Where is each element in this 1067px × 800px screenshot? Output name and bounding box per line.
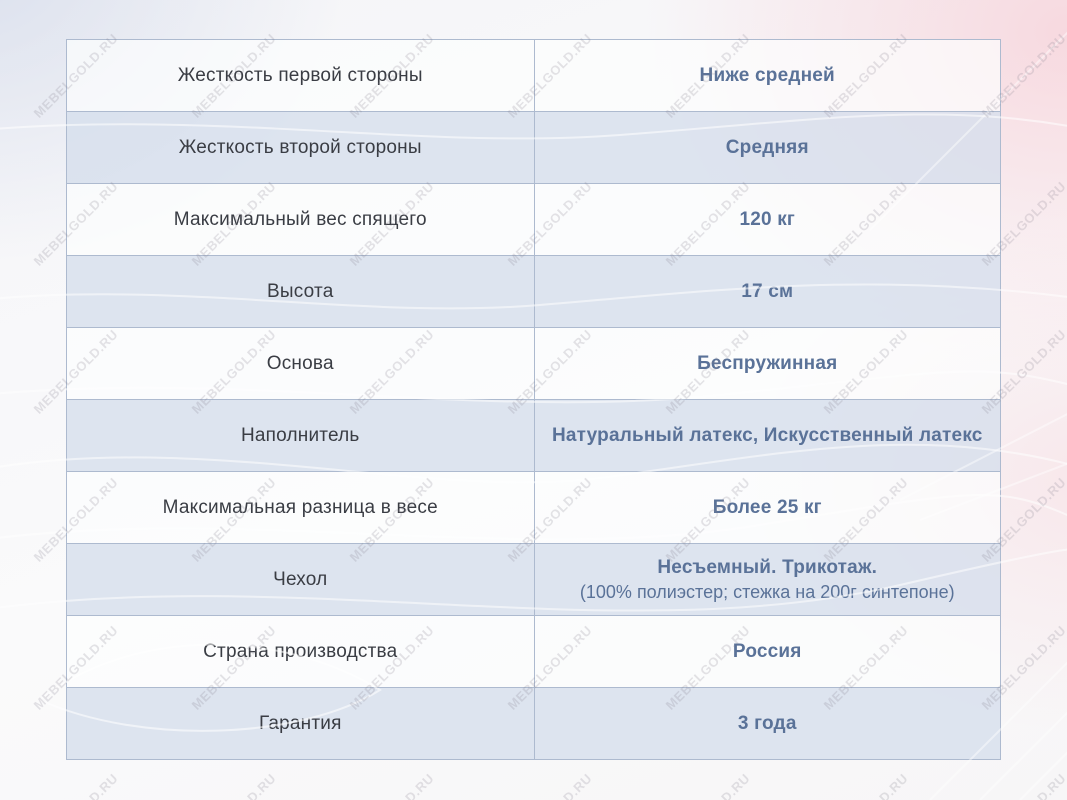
watermark-text: MEBELGOLD.RU	[505, 771, 595, 800]
watermark-text: MEBELGOLD.RU	[31, 771, 121, 800]
table-row: Чехол Несъемный. Трикотаж. (100% полиэст…	[67, 543, 1000, 615]
watermark-text: MEBELGOLD.RU	[663, 771, 753, 800]
spec-value: Беспружинная	[533, 328, 1001, 399]
product-spec-table: Жесткость первой стороны Ниже средней Же…	[66, 39, 1001, 760]
spec-value-text: Средняя	[725, 137, 809, 158]
table-row: Гарантия 3 года	[67, 687, 1000, 759]
table-row: Жесткость первой стороны Ниже средней	[67, 40, 1000, 111]
spec-value-text: 120 кг	[739, 209, 796, 230]
spec-label: Высота	[267, 280, 334, 302]
spec-label: Максимальная разница в весе	[162, 496, 438, 518]
watermark-text: MEBELGOLD.RU	[821, 771, 911, 800]
table-row: Высота 17 см	[67, 255, 1000, 327]
spec-value-text: Более 25 кг	[712, 497, 822, 518]
spec-label: Наполнитель	[240, 424, 360, 446]
watermark-text: MEBELGOLD.RU	[347, 771, 437, 800]
spec-value: 17 см	[533, 256, 1001, 327]
spec-label: Гарантия	[258, 712, 342, 734]
table-row: Максимальный вес спящего 120 кг	[67, 183, 1000, 255]
spec-value: Ниже средней	[533, 40, 1001, 111]
spec-value-text: 3 года	[737, 713, 797, 734]
spec-value-text: Беспружинная	[697, 353, 838, 374]
spec-value: Несъемный. Трикотаж. (100% полиэстер; ст…	[533, 544, 1001, 615]
watermark-text: MEBELGOLD.RU	[979, 771, 1067, 800]
spec-label: Жесткость первой стороны	[177, 64, 423, 86]
spec-label: Основа	[266, 352, 334, 374]
spec-label: Страна производства	[203, 640, 398, 662]
spec-value: Более 25 кг	[533, 472, 1001, 543]
spec-value: 120 кг	[533, 184, 1001, 255]
spec-value-subtext: (100% полиэстер; стежка на 200г синтепон…	[579, 582, 955, 602]
spec-label: Максимальный вес спящего	[173, 208, 427, 230]
table-row: Страна производства Россия	[67, 615, 1000, 687]
table-row: Основа Беспружинная	[67, 327, 1000, 399]
spec-value-text: Ниже средней	[699, 65, 835, 86]
spec-value-text: Натуральный латекс, Искусственный латекс	[551, 425, 983, 446]
spec-value-text: Несъемный. Трикотаж.	[657, 557, 878, 578]
spec-value: Средняя	[533, 112, 1001, 183]
table-row: Наполнитель Натуральный латекс, Искусств…	[67, 399, 1000, 471]
spec-value: Россия	[533, 616, 1001, 687]
spec-value-text: 17 см	[741, 281, 794, 302]
table-row: Жесткость второй стороны Средняя	[67, 111, 1000, 183]
spec-value-text: Россия	[732, 641, 802, 662]
table-row: Максимальная разница в весе Более 25 кг	[67, 471, 1000, 543]
spec-value: 3 года	[533, 688, 1001, 759]
spec-value: Натуральный латекс, Искусственный латекс	[533, 400, 1001, 471]
watermark-text: MEBELGOLD.RU	[189, 771, 279, 800]
spec-label: Жесткость второй стороны	[178, 136, 422, 158]
spec-label: Чехол	[273, 568, 328, 590]
